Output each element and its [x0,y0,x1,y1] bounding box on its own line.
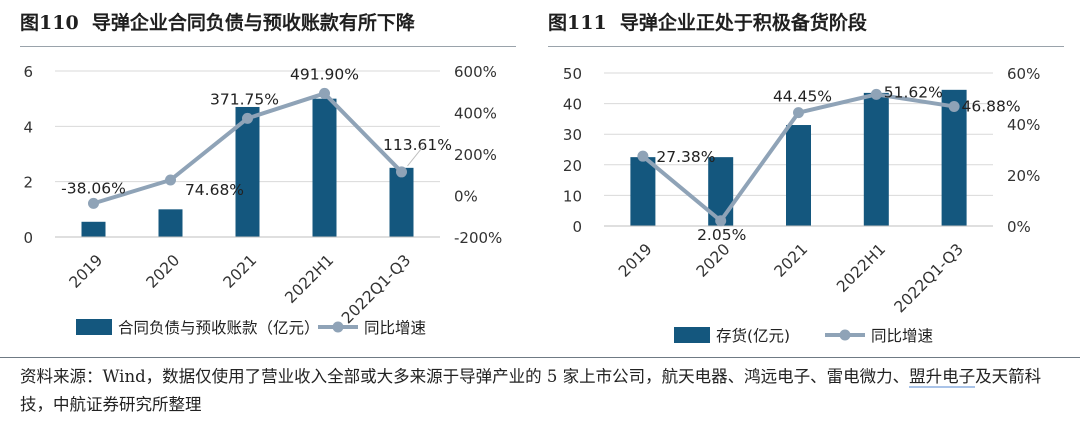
bar [235,106,260,237]
x-tick-label: 2022Q1-Q3 [891,240,967,316]
x-tick-label: 2020 [693,240,734,281]
y-tick-label: 0 [572,218,582,236]
y2-tick-label: 40% [1007,116,1040,134]
growth-marker [637,150,649,162]
x-tick-label: 2019 [66,251,107,292]
data-label: 371.75% [210,90,279,108]
legend-line-label: 同比增速 [871,327,933,345]
data-label: 74.68% [185,181,244,199]
data-label: 113.61% [383,136,452,154]
y2-tick-label: 20% [1007,167,1040,185]
y2-tick-label: -200% [454,229,502,247]
y-tick-label: 40 [563,96,582,114]
growth-marker [715,215,727,227]
y-tick-label: 0 [23,229,33,247]
bar [389,167,414,237]
y-tick-label: 2 [23,174,33,192]
legend-bar-label: 存货(亿元) [716,327,790,345]
figure-1-label: 图110 [20,12,79,34]
bar [158,209,183,237]
growth-marker [948,100,960,112]
bar [81,221,106,237]
growth-marker [319,87,330,99]
bar [312,98,337,238]
data-label: 46.88% [962,97,1021,115]
legend-line-marker [332,321,344,333]
chart-1: 0 2 4 6 -200% 0% 200% 400% 600% -38.06% 74.68% 371.… [23,63,502,337]
growth-marker [870,88,882,100]
legend-bar-label: 合同负债与预收账款（亿元） [118,319,320,337]
figure-2-title-text: 导弹企业正处于积极备货阶段 [619,12,867,34]
legend-line-label: 同比增速 [364,319,426,337]
y2-tick-label: 400% [454,105,497,123]
y-tick-label: 20 [563,157,582,175]
data-label: 2.05% [697,226,746,244]
figure-2-title: 图111 导弹企业正处于积极备货阶段 [548,8,867,35]
growth-marker [88,197,99,209]
bar [786,125,811,226]
x-tick-label: 2019 [615,240,656,281]
data-label: 44.45% [773,88,832,106]
y2-tick-label: 0% [454,188,478,206]
x-tick-label: 2022Q1-Q3 [338,251,414,327]
source-text-1: 资料来源：Wind，数据仅使用了营业收入全部或大多来源于导弹产业的 5 家上市公… [20,367,910,386]
x-tick-label: 2020 [143,251,184,292]
bar [630,157,656,226]
source-note: 资料来源：Wind，数据仅使用了营业收入全部或大多来源于导弹产业的 5 家上市公… [20,363,1060,419]
y-tick-label: 10 [563,187,582,205]
figure-1-title-text: 导弹企业合同负债与预收账款有所下降 [91,12,415,34]
y2-tick-label: 0% [1007,218,1031,236]
y2-tick-label: 60% [1007,65,1040,83]
source-text-2: 及天箭科技，中航证券研究所整理 [20,367,1042,414]
figure-2-title-rule [548,46,1064,47]
growth-marker [242,112,253,124]
data-label: 27.38% [656,148,715,166]
legend-line-marker [839,329,851,341]
x-tick-label: 2022H1 [833,240,889,296]
legend-bar-swatch [674,327,710,343]
y-tick-label: 50 [563,65,582,83]
source-rule [0,357,1080,358]
y-tick-label: 4 [23,118,33,136]
figure-1-title-rule [20,46,516,47]
data-label: 51.62% [884,83,943,101]
x-tick-label: 2021 [771,240,812,281]
x-tick-label: 2022H1 [281,251,337,307]
growth-marker [793,107,804,119]
figure-2-label: 图111 [548,12,607,34]
y2-tick-label: 200% [454,146,497,164]
growth-marker [165,174,176,186]
bar [863,92,889,226]
chart-2: 0 10 20 30 40 50 0% 20% 40% 60% 27.38% 2.05% 44.45% 5… [563,65,1040,345]
legend-bar-swatch [76,319,112,335]
figure-1-title: 图110 导弹企业合同负债与预收账款有所下降 [20,8,415,35]
data-label: -38.06% [61,179,126,197]
y2-tick-label: 600% [454,63,497,81]
growth-marker [396,166,407,178]
label-leader-line [407,145,424,167]
y-tick-label: 6 [23,63,33,81]
source-company-link: 盟升电子 [909,367,976,388]
x-tick-label: 2021 [220,251,261,292]
y-tick-label: 30 [563,126,582,144]
data-label: 491.90% [290,65,359,83]
bar [941,89,967,226]
